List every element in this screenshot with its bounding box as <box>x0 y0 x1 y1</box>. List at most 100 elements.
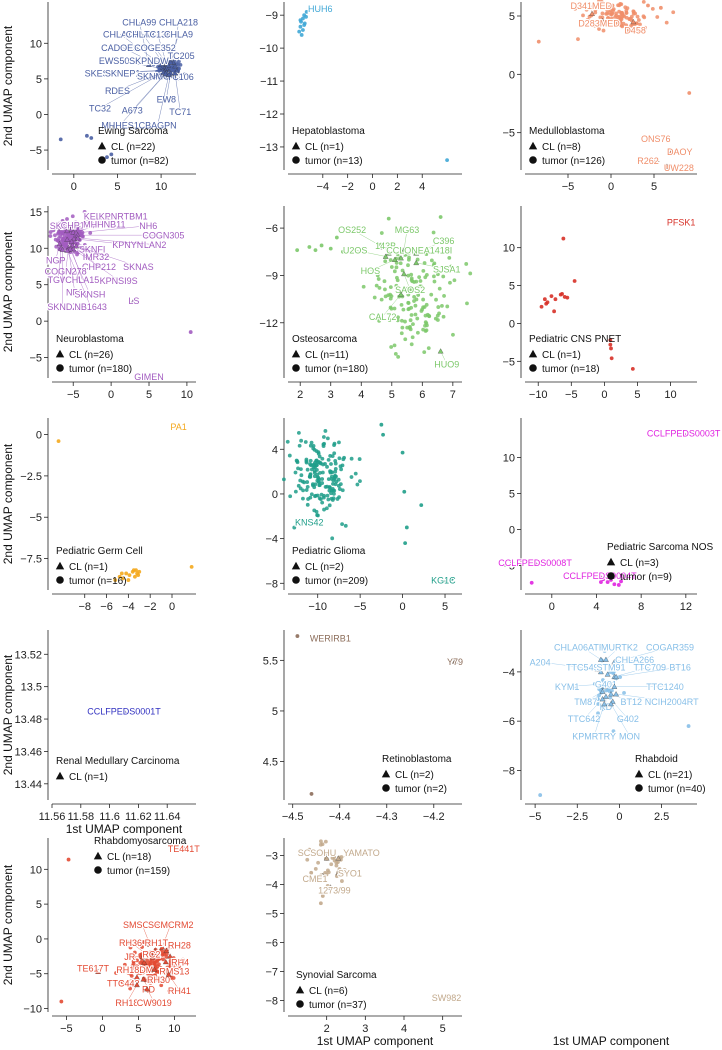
panels: −5 0 5 10 0 5 10 CHLA99 CHLA218 CHLA10CHLA32TC138… <box>14 0 722 1035</box>
tumor-point <box>337 456 342 461</box>
cell-line-point <box>317 5 324 11</box>
tumor-point <box>311 444 316 448</box>
x-tick-label: 7 <box>450 389 456 401</box>
tumor-point <box>182 72 187 77</box>
y-tick-label: −10 <box>23 1004 42 1016</box>
y-tick-label: −5 <box>29 512 42 524</box>
tumor-point <box>629 23 633 28</box>
label-leader-line <box>540 661 598 670</box>
y-tick-label: 13.44 <box>14 779 42 791</box>
tumor-point <box>325 464 329 469</box>
cell-line-label: CHLA266 <box>615 655 654 665</box>
tumor-point <box>604 688 608 693</box>
x-tick-label: 0 <box>601 389 607 401</box>
tumor-point <box>421 327 426 332</box>
panel-ewing-sarcoma: −5 0 5 10 0 5 10 CHLA99 CHLA218 CHLA10CHLA32TC138… <box>29 2 199 193</box>
label-leader-line <box>119 33 162 65</box>
legend-circle-icon <box>296 1000 304 1008</box>
tumor-point <box>633 11 638 16</box>
tumor-point <box>178 62 183 67</box>
tumor-point <box>303 440 308 444</box>
tumor-point <box>337 487 342 491</box>
tumor-point <box>387 318 392 323</box>
tumor-point <box>301 496 305 501</box>
cell-line-point <box>165 971 172 977</box>
legend-triangle-icon <box>528 349 538 358</box>
cell-line-point <box>680 430 687 436</box>
tumor-point <box>452 278 457 283</box>
tumor-point <box>422 261 427 265</box>
tumor-point <box>395 252 400 257</box>
tumor-point <box>298 18 303 23</box>
label-leader-line <box>416 240 444 254</box>
cell-line-label: SCMCRM2 <box>148 920 194 930</box>
tumor-point <box>128 945 133 950</box>
tumor-point <box>383 287 387 292</box>
tumor-point <box>168 961 173 966</box>
tumor-point <box>406 300 411 305</box>
x-tick-label: 0 <box>71 181 77 193</box>
tumor-point <box>162 952 167 957</box>
panel-title: Ewing Sarcoma <box>98 126 168 137</box>
tumor-point <box>608 342 613 347</box>
tumor-point <box>138 961 143 965</box>
tumor-point <box>57 236 61 240</box>
cell-line-label: JR <box>124 952 136 962</box>
cell-line-label: SW982 <box>432 993 462 1003</box>
cell-line-label: TM87 <box>574 697 597 707</box>
cell-line-label: CCLFPEDS0003T <box>647 429 721 439</box>
tumor-point <box>58 137 63 142</box>
cell-line-label: LAN2 <box>144 240 167 250</box>
label-leader-line <box>139 21 150 65</box>
tumor-point <box>431 262 436 267</box>
cell-line-label: LS <box>128 296 139 306</box>
tumor-point <box>309 492 314 497</box>
cell-line-point <box>175 423 182 429</box>
y-tick-label: −5 <box>29 145 42 157</box>
cell-line-label: U2OS <box>343 246 368 256</box>
tumor-point <box>321 435 326 439</box>
tumor-point <box>332 858 337 863</box>
tumor-point <box>608 4 613 9</box>
tumor-point <box>328 469 332 474</box>
tumor-point <box>592 23 597 28</box>
tumor-point <box>606 15 611 20</box>
tumor-point <box>406 263 410 268</box>
panel-pediatric-sarcoma-nos: −5 0 5 10 0 4 8 12 CCLFPEDS0003T CCLFPEDS0008T CCL… <box>497 418 722 613</box>
x-tick-label: 3 <box>362 1023 368 1035</box>
label-leader-line <box>173 21 179 63</box>
legend-cl-label: CL (n=2) <box>305 562 344 573</box>
tumor-point <box>165 965 170 970</box>
label-leader-line <box>166 73 171 99</box>
label-leader-line <box>141 924 151 945</box>
tumor-point <box>622 690 626 695</box>
tumor-point <box>299 473 304 478</box>
x-tick-label: 0 <box>608 181 614 193</box>
tumor-point <box>334 874 339 879</box>
x-tick-label: 0 <box>108 389 114 401</box>
tumor-point <box>417 275 422 280</box>
tumor-point <box>395 318 400 323</box>
cell-line-label: YAMATO <box>343 848 380 858</box>
tumor-point <box>383 294 388 299</box>
tumor-point <box>302 23 307 27</box>
tumor-point <box>604 11 609 16</box>
tumor-point <box>309 870 314 875</box>
tumor-point <box>160 979 165 984</box>
tumor-point <box>431 230 436 235</box>
label-leader-line <box>57 248 62 280</box>
tumor-point <box>382 279 387 284</box>
tumor-point <box>178 959 183 964</box>
tumor-point <box>331 478 336 483</box>
tumor-point <box>48 234 53 238</box>
y-tick-label: −9 <box>265 10 278 22</box>
panel-osteosarcoma: −12 −9 −6 2 3 4 5 6 7 OS252 MG63 C396 143B U2OS CCLONE… <box>259 206 473 401</box>
legend-cl-label: CL (n=22) <box>111 142 155 153</box>
tumor-point <box>402 286 407 291</box>
tumor-point <box>379 297 384 302</box>
tumor-point <box>305 467 310 472</box>
tumor-point <box>404 525 409 530</box>
label-leader-line <box>116 60 165 70</box>
x-tick-label: 2.5 <box>654 811 669 823</box>
legend-cl-label: CL (n=11) <box>305 350 349 361</box>
